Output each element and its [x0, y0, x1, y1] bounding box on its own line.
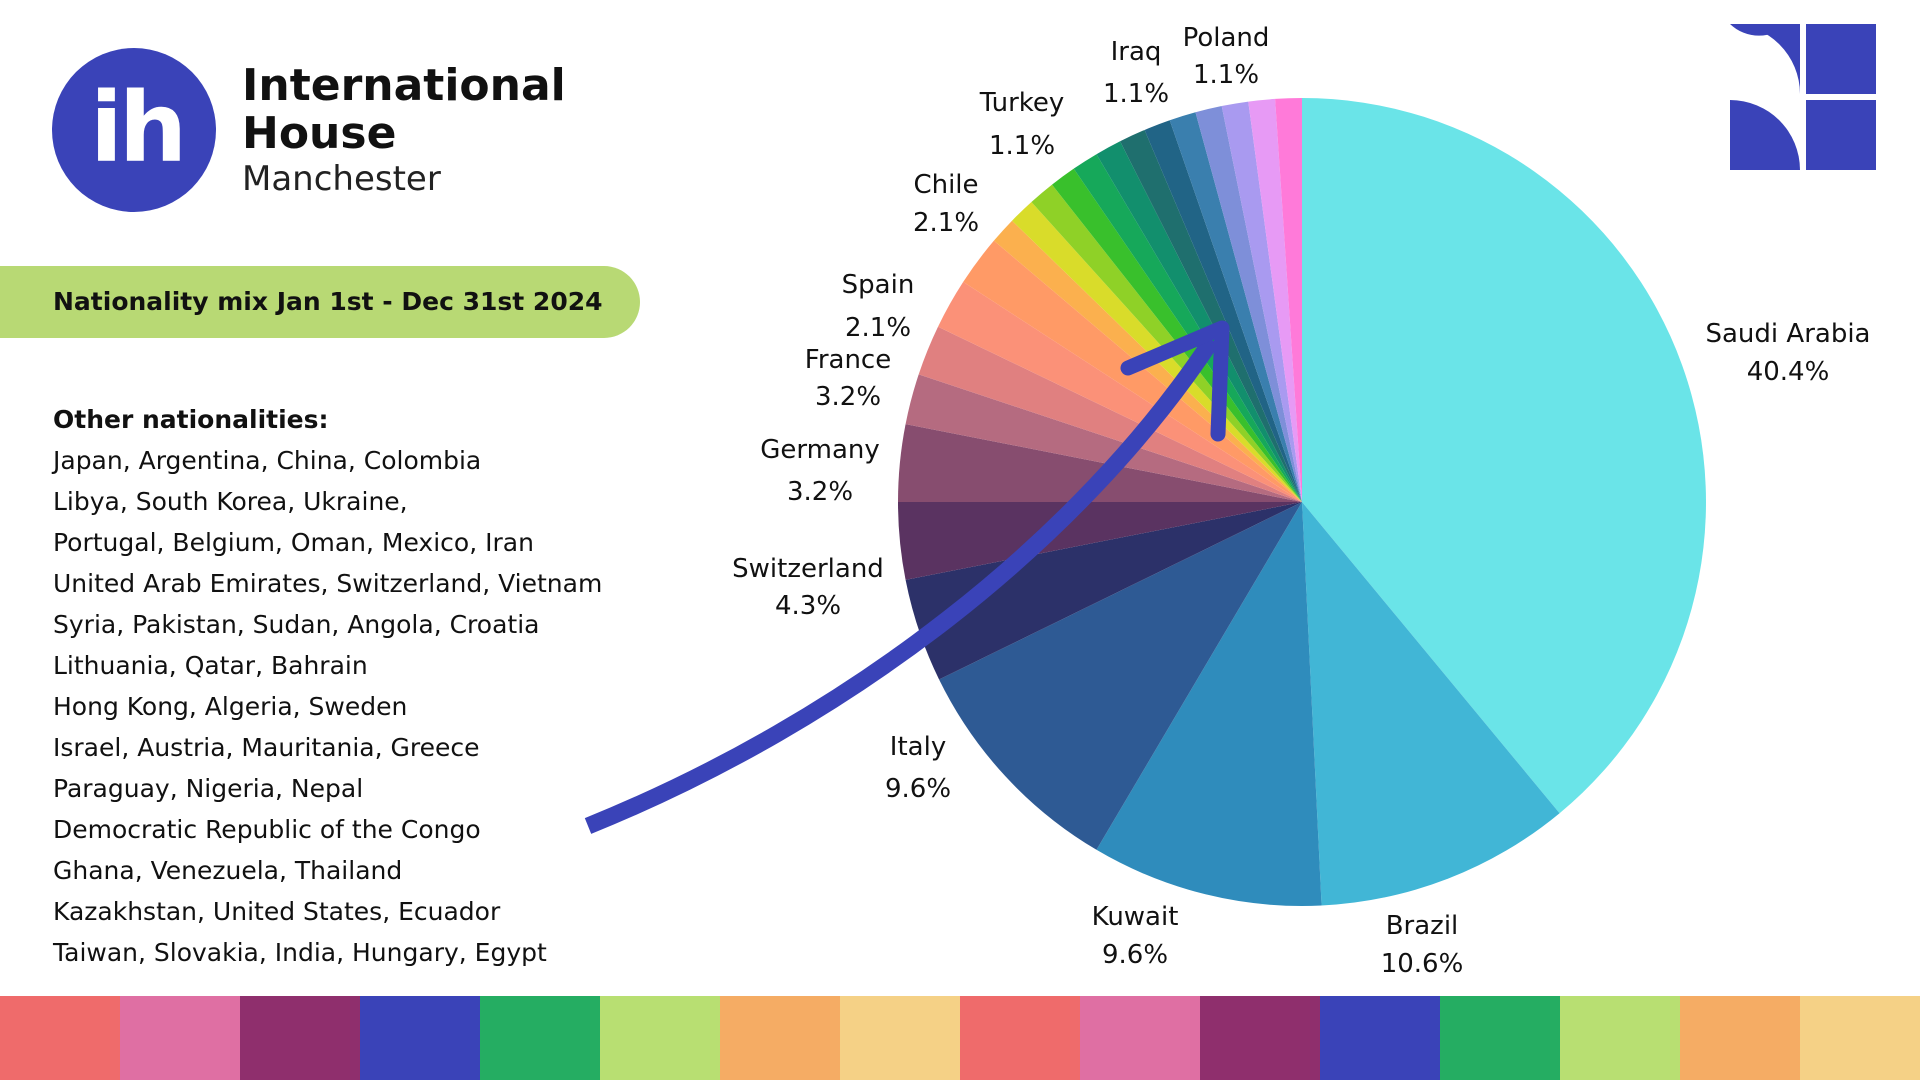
- pie-slice-9: [938, 281, 1302, 502]
- slice-value-label: 9.6%: [885, 774, 951, 804]
- brand-shapes-icon: [1730, 24, 1876, 170]
- brand-shape-top-right: [1806, 24, 1876, 94]
- slice-value-label: 2.1%: [913, 208, 979, 238]
- arrow-head: [1120, 320, 1230, 442]
- brand-name-line-3: Manchester: [242, 159, 441, 199]
- stripe-segment: [720, 996, 840, 1080]
- pie-slice-poland: [1248, 98, 1302, 503]
- arrow-shaft: [584, 335, 1220, 834]
- other-nationalities-list: Japan, Argentina, China, Colombia Libya,…: [53, 440, 673, 973]
- slice-value-label: 10.6%: [1381, 949, 1464, 979]
- pie-slice-18: [1144, 120, 1302, 503]
- pie-slice-switzerland: [905, 502, 1302, 680]
- slice-value-label: 3.2%: [787, 477, 853, 507]
- other-nationalities-title: Other nationalities:: [53, 405, 329, 434]
- pie-slice-19: [1169, 112, 1302, 503]
- stripe-segment: [120, 996, 240, 1080]
- slice-label: Spain: [842, 270, 915, 300]
- slice-label: Poland: [1183, 23, 1270, 53]
- date-range-banner: Nationality mix Jan 1st - Dec 31st 2024: [0, 266, 640, 338]
- brand-logo-mark: ih: [90, 72, 187, 184]
- stripe-segment: [240, 996, 360, 1080]
- list-item: Japan, Argentina, China, Colombia: [53, 446, 482, 475]
- stripe-segment: [1320, 996, 1440, 1080]
- list-item: Hong Kong, Algeria, Sweden: [53, 692, 408, 721]
- stripe-segment: [1440, 996, 1560, 1080]
- slice-value-label: 3.2%: [815, 382, 881, 412]
- pie-slice-14: [1052, 168, 1302, 502]
- other-nationalities-panel: Other nationalities: Japan, Argentina, C…: [53, 400, 673, 973]
- list-item: Syria, Pakistan, Sudan, Angola, Croatia: [53, 610, 540, 639]
- pie-slice-7: [905, 374, 1302, 502]
- stripe-segment: [1800, 996, 1920, 1080]
- slice-label: Italy: [890, 732, 946, 762]
- list-item: Portugal, Belgium, Oman, Mexico, Iran: [53, 528, 534, 557]
- slice-label: Turkey: [979, 88, 1065, 118]
- slice-value-label: 9.6%: [1102, 940, 1168, 970]
- color-stripe-footer: [0, 996, 1920, 1080]
- pie-slice-france: [898, 424, 1302, 502]
- list-item: Ghana, Venezuela, Thailand: [53, 856, 403, 885]
- list-item: Lithuania, Qatar, Bahrain: [53, 651, 368, 680]
- pie-slice-kuwait: [1096, 502, 1322, 906]
- pie-labels: Saudi Arabia 40.4% Brazil 10.6% Kuwait 9.6% It…: [732, 23, 1870, 979]
- stripe-segment: [1080, 996, 1200, 1080]
- slice-value-label: 40.4%: [1747, 357, 1830, 387]
- slice-value-label: 1.1%: [1193, 60, 1259, 90]
- slice-value-label: 4.3%: [775, 591, 841, 621]
- pie-slice-spain: [918, 326, 1302, 502]
- stripe-segment: [1560, 996, 1680, 1080]
- list-item: Israel, Austria, Mauritania, Greece: [53, 733, 480, 762]
- slice-label: Brazil: [1386, 911, 1459, 941]
- stripe-segment: [840, 996, 960, 1080]
- list-item: Kazakhstan, United States, Ecuador: [53, 897, 501, 926]
- slice-value-label: 2.1%: [845, 313, 911, 343]
- pie-slice-saudi-arabia: [1302, 98, 1706, 814]
- pie-slice-21: [1221, 101, 1302, 502]
- brand-shape-top-left: [1730, 24, 1800, 94]
- pie-slice-germany: [898, 502, 1302, 580]
- stripe-segment: [960, 996, 1080, 1080]
- brand-logo-circle: ih: [52, 48, 216, 212]
- list-item: Democratic Republic of the Congo: [53, 815, 481, 844]
- list-item: Paraguay, Nigeria, Nepal: [53, 774, 364, 803]
- stripe-segment: [600, 996, 720, 1080]
- pie-slice-23: [1275, 98, 1302, 502]
- brand-name-line-2: House: [242, 108, 397, 159]
- pie-slices: [898, 98, 1706, 906]
- pie-slice-brazil: [1302, 502, 1560, 906]
- date-range-banner-text: Nationality mix Jan 1st - Dec 31st 2024: [53, 287, 603, 316]
- brand-name-line-1: International: [242, 60, 566, 111]
- stripe-segment: [0, 996, 120, 1080]
- brand-shape-bottom-right: [1806, 100, 1876, 170]
- pie-slice-15: [1073, 154, 1302, 502]
- slice-label: Chile: [913, 170, 978, 200]
- stripe-segment: [1680, 996, 1800, 1080]
- stripe-segment: [1200, 996, 1320, 1080]
- brand-shape-bottom-left: [1730, 100, 1800, 170]
- slice-value-label: 1.1%: [1103, 79, 1169, 109]
- slice-value-label: 1.1%: [989, 131, 1055, 161]
- stripe-segment: [360, 996, 480, 1080]
- list-item: United Arab Emirates, Switzerland, Vietn…: [53, 569, 603, 598]
- list-item: Libya, South Korea, Ukraine,: [53, 487, 408, 516]
- slice-label: Germany: [760, 435, 880, 465]
- slice-label: France: [805, 345, 891, 375]
- pie-slice-iraq: [1195, 106, 1302, 502]
- pie-slice-turkey: [1120, 129, 1302, 502]
- list-item: Taiwan, Slovakia, India, Hungary, Egypt: [53, 938, 547, 967]
- pie-slice-16: [1096, 141, 1302, 502]
- slice-label: Kuwait: [1092, 902, 1179, 932]
- slice-label: Switzerland: [732, 554, 884, 584]
- stripe-segment: [480, 996, 600, 1080]
- slice-label: Iraq: [1111, 37, 1162, 67]
- pie-slice-italy: [939, 502, 1302, 850]
- pie-slice-13: [1031, 184, 1302, 502]
- brand-name: International House Manchester: [242, 62, 566, 200]
- slice-label: Saudi Arabia: [1706, 319, 1871, 349]
- curved-arrow-icon: [584, 320, 1230, 834]
